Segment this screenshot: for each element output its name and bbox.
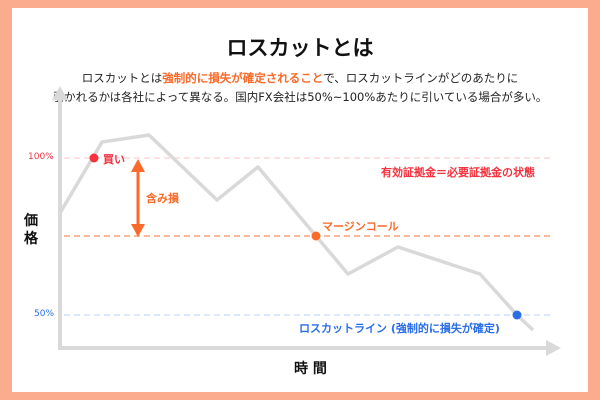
loss-arrow-down-icon — [131, 224, 145, 237]
price-line — [58, 133, 535, 332]
y-axis-arrow-icon — [52, 86, 68, 100]
description-text: 引かれるかは各社によって異なる。国内FX会社は50%~100%あたりに引いている… — [52, 90, 548, 104]
y-axis-label-char: 格 — [24, 231, 38, 247]
description-highlight: 強制的に損失が確定されること — [162, 71, 324, 85]
level-50-label: 50% — [34, 309, 55, 319]
buy-label: 買い — [103, 153, 125, 166]
buy-point — [89, 153, 99, 163]
page-title: ロスカットとは — [226, 36, 374, 60]
losscut-line-label: ロスカットライン (強制的に損失が確定) — [299, 322, 500, 335]
margin-call-label: マージンコール — [322, 220, 399, 233]
level-100-label: 100% — [28, 152, 54, 162]
equal-state-label: 有効証拠金＝必要証拠金の状態 — [381, 166, 535, 179]
description: ロスカットとは強制的に損失が確定されることで、ロスカットラインがどのあたりに 引… — [0, 69, 600, 107]
y-axis-label: 価格 — [24, 212, 38, 248]
y-axis-label-char: 価 — [24, 213, 38, 229]
card-background — [12, 8, 588, 392]
description-text: で、ロスカットラインがどのあたりに — [323, 71, 519, 85]
margin-call-point — [311, 231, 321, 241]
loss-arrow-up-icon — [131, 159, 145, 172]
unrealized-loss-label: 含み損 — [146, 192, 179, 205]
x-axis-label: 時 間 — [294, 361, 327, 377]
description-text: ロスカットとは — [81, 71, 163, 85]
losscut-point — [512, 310, 522, 320]
x-axis-arrow-icon — [546, 340, 561, 356]
